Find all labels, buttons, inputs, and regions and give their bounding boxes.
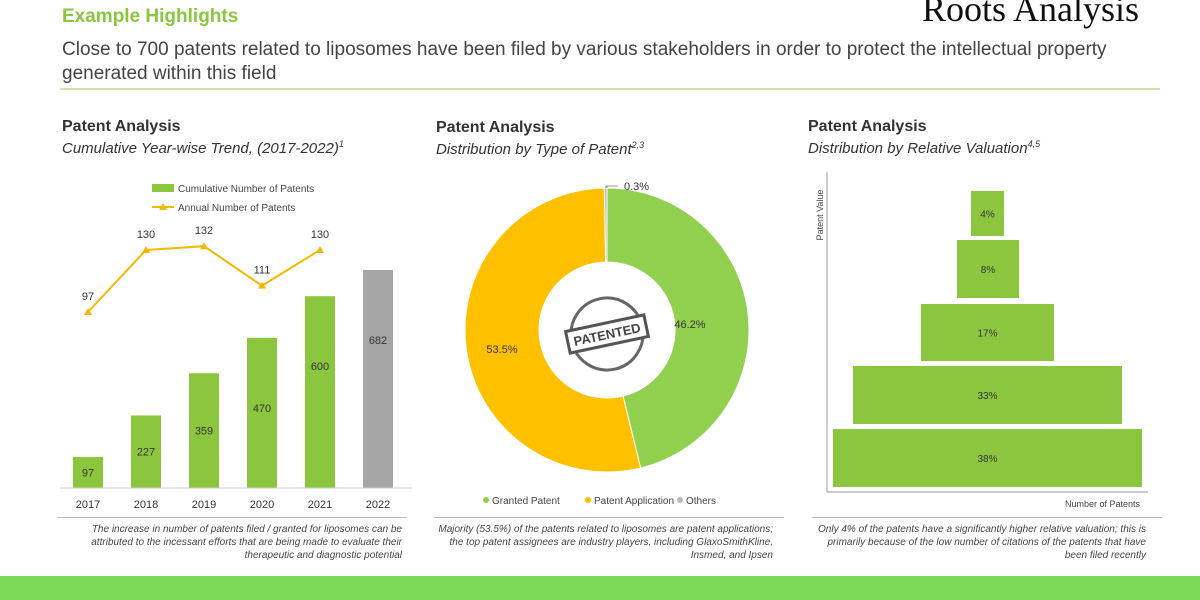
bar [305,296,335,488]
legend-swatch [483,497,489,503]
legend-label: Granted Patent [492,496,560,507]
leader-line [605,185,618,188]
x-tick-label: 2020 [250,499,274,511]
note-divider [57,517,407,518]
bar-value-label: 682 [369,335,387,347]
pyramid-level [957,240,1019,298]
line-series [87,245,321,313]
bar-value-label: 359 [195,426,213,438]
donut-slice [464,187,642,473]
x-axis-label: Number of Patents [1065,499,1141,509]
slice-label: 53.5% [486,344,517,356]
line-marker [200,242,208,250]
line-marker [84,308,92,315]
divider [60,88,1160,90]
legend-label: Cumulative Number of Patents [178,184,314,195]
pyramid-level-label: 17% [977,329,997,340]
pyramid-level-label: 38% [977,454,997,465]
chart2-subtitle: Distribution by Type of Patent2,3 [436,140,645,158]
pyramid-level [853,366,1122,424]
x-tick-label: 2021 [308,499,332,511]
x-tick-label: 2022 [366,499,390,511]
chart3-subtitle: Distribution by Relative Valuation4,5 [808,139,1041,157]
chart3-title: Patent Analysis [808,118,927,135]
section-title: Example Highlights [62,6,239,27]
line-value-label: 130 [311,229,329,241]
slice-label: 0.3% [624,181,649,193]
chart1-note: The increase in number of patents filed … [91,524,402,561]
legend-marker [159,203,167,210]
bar-value-label: 97 [82,467,94,479]
donut-slice [603,187,608,263]
chart2-title: Patent Analysis [436,119,555,136]
y-axis-label: Patent Value [815,190,825,241]
legend-label: Patent Application [594,496,674,507]
bar-value-label: 227 [137,447,155,459]
x-tick-label: 2019 [192,499,216,511]
pyramid-level [833,429,1142,487]
chart1-title: Patent Analysis [62,118,181,135]
legend-label: Others [686,496,716,507]
pyramid-level [971,191,1004,236]
pyramid-level-label: 8% [981,265,996,276]
chart1-subtitle: Cumulative Year-wise Trend, (2017-2022)1 [62,139,344,157]
note-divider [812,517,1162,518]
note-divider [434,517,784,518]
bar [73,456,103,488]
bar-value-label: 470 [253,403,271,415]
pyramid-level-label: 4% [980,210,995,221]
subtitle: Close to 700 patents related to liposome… [62,39,1107,84]
line-value-label: 97 [82,291,94,303]
bar [131,415,161,488]
line-value-label: 130 [137,229,155,241]
pyramid-level-label: 33% [977,391,997,402]
pyramid-level [921,304,1054,361]
line-marker [142,245,150,253]
line-value-label: 132 [195,225,213,237]
chart2-note: Majority (53.5%) of the patents related … [438,524,773,561]
logo: Roots Analysis [922,0,1140,29]
legend-swatch [585,497,591,503]
legend-swatch [677,497,683,503]
footer-bar [0,576,1200,600]
slice-label: 46.2% [674,319,705,331]
bar [189,373,219,488]
line-marker [258,281,266,289]
line-value-label: 111 [254,265,271,277]
chart3-note: Only 4% of the patents have a significan… [818,524,1146,561]
legend-swatch [152,184,174,192]
x-tick-label: 2018 [134,499,158,511]
bar-value-label: 600 [311,361,329,373]
patented-stamp-icon: PATENTED [563,296,651,372]
x-tick-label: 2017 [76,499,100,511]
donut-slice [606,187,750,469]
line-marker [316,245,324,253]
bar [363,270,393,488]
bar [247,337,277,488]
legend-label: Annual Number of Patents [178,203,295,214]
